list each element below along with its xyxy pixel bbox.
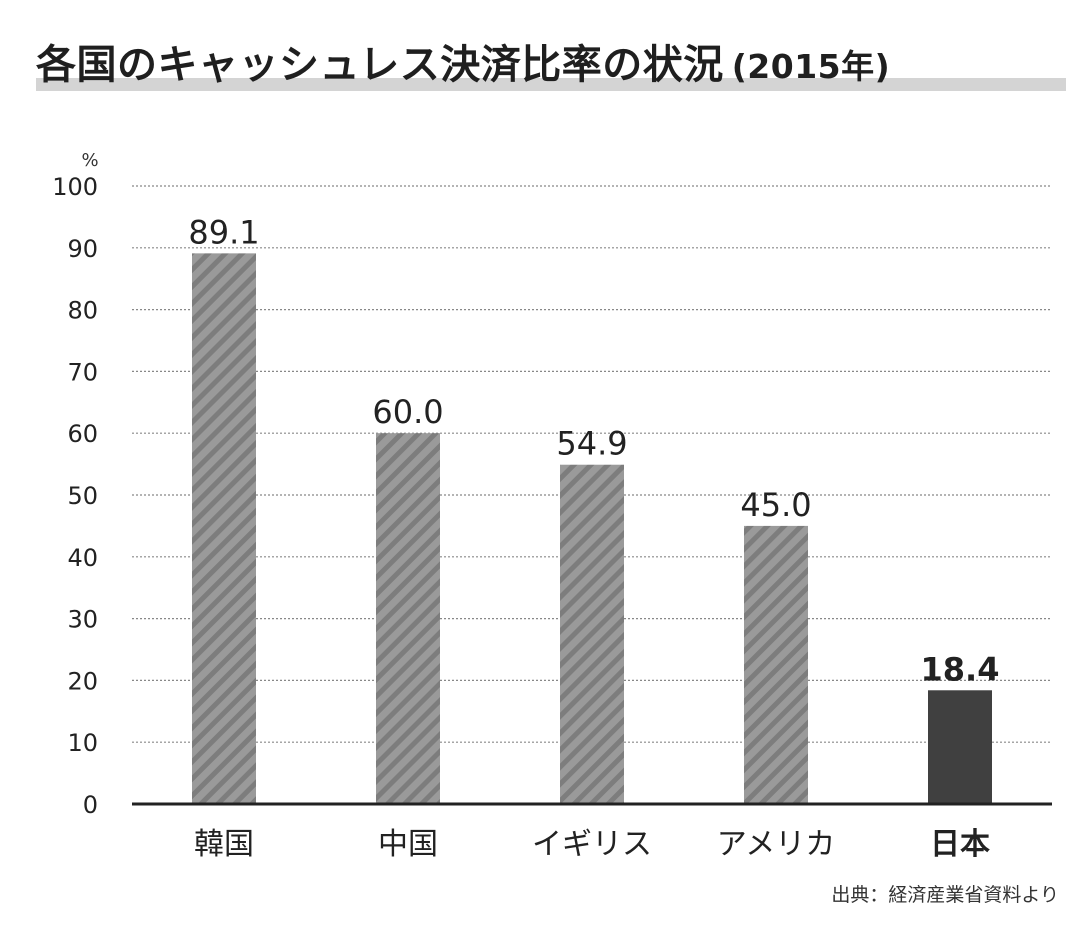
bar-value-label: 54.9 (556, 425, 627, 463)
value-labels: 89.1 60.0 54.9 45.0 18.4 (188, 213, 999, 688)
category-label: イギリス (532, 827, 652, 862)
bar-value-label: 89.1 (188, 213, 259, 251)
y-tick-label: 0 (83, 791, 98, 819)
y-tick-label: 20 (67, 667, 98, 695)
y-axis-ticks: 0 10 20 30 40 50 60 70 80 90 100 (52, 173, 98, 819)
y-tick-label: 60 (67, 420, 98, 448)
y-tick-label: 50 (67, 482, 98, 510)
bar-value-label: 18.4 (921, 650, 1000, 688)
category-labels: 韓国 中国 イギリス アメリカ 日本 (194, 827, 990, 862)
y-tick-label: 80 (67, 297, 98, 325)
bar (376, 433, 440, 804)
bar (928, 690, 992, 804)
y-tick-label: 30 (67, 606, 98, 634)
bar (560, 464, 624, 804)
title-underline (36, 78, 1066, 91)
bar-value-label: 60.0 (372, 393, 443, 431)
chart-title: 各国のキャッシュレス決済比率の状況 (2015年) (36, 32, 890, 90)
bar (744, 525, 808, 804)
y-tick-label: 70 (67, 358, 98, 386)
y-axis-unit: % (81, 150, 98, 171)
category-label: 日本 (930, 827, 990, 862)
chart-title-main: 各国のキャッシュレス決済比率の状況 (36, 42, 724, 88)
category-label: アメリカ (717, 827, 836, 862)
y-tick-label: 100 (52, 173, 98, 201)
bar (192, 253, 256, 804)
y-tick-label: 40 (67, 544, 98, 572)
category-label: 韓国 (194, 827, 254, 862)
y-tick-label: 10 (67, 729, 98, 757)
y-tick-label: 90 (67, 235, 98, 263)
source-note: 出典：経済産業省資料より (831, 884, 1059, 906)
chart-title-year: (2015年) (731, 47, 891, 86)
category-label: 中国 (378, 827, 438, 862)
bars (192, 253, 992, 804)
bar-value-label: 45.0 (740, 486, 811, 524)
